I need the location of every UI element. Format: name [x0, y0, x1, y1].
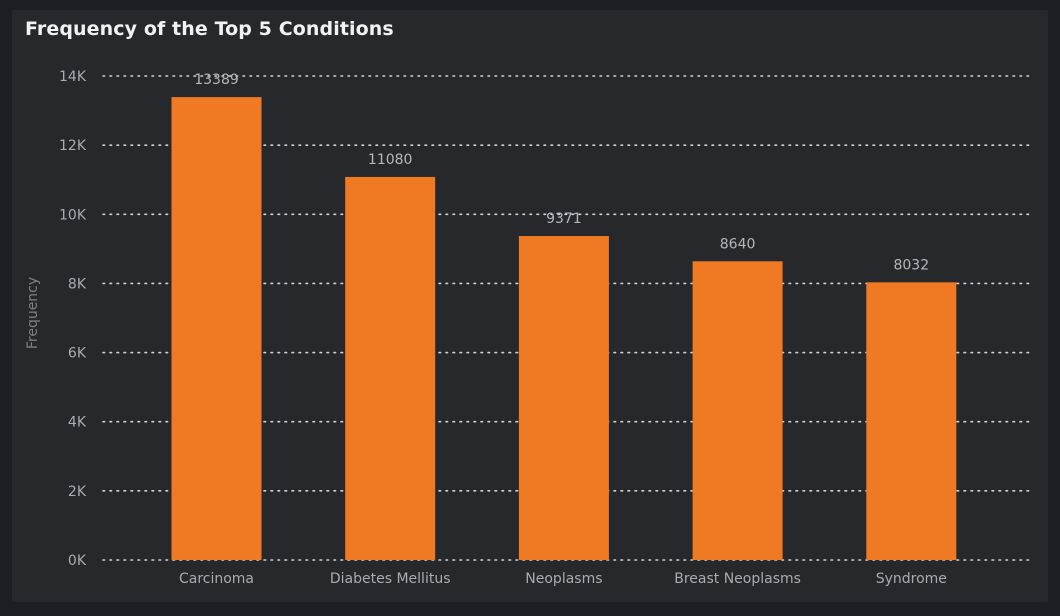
y-tick-label: 12K	[59, 138, 87, 154]
bar	[866, 282, 957, 560]
data-label: 13389	[194, 72, 239, 88]
bar	[345, 176, 436, 560]
y-tick-label: 10K	[59, 207, 87, 223]
y-tick-label: 6K	[68, 346, 87, 362]
data-label: 8032	[893, 257, 929, 273]
bar	[171, 97, 262, 561]
y-tick-label: 2K	[68, 484, 87, 500]
chart-title: Frequency of the Top 5 Conditions	[25, 18, 394, 40]
y-tick-label: 8K	[68, 276, 87, 292]
x-category-label: Carcinoma	[179, 571, 254, 587]
bar	[518, 236, 609, 561]
y-axis-title: Frequency	[25, 277, 41, 349]
data-label: 8640	[720, 236, 756, 252]
data-label: 11080	[368, 152, 413, 168]
x-category-label: Syndrome	[876, 571, 947, 587]
x-category-label: Diabetes Mellitus	[330, 571, 451, 587]
y-tick-label: 0K	[68, 553, 87, 569]
bar	[692, 261, 783, 560]
x-category-label: Neoplasms	[525, 571, 602, 587]
x-category-label: Breast Neoplasms	[674, 571, 801, 587]
data-label: 9371	[546, 211, 582, 227]
y-tick-label: 14K	[59, 69, 87, 85]
y-tick-label: 4K	[68, 415, 87, 431]
